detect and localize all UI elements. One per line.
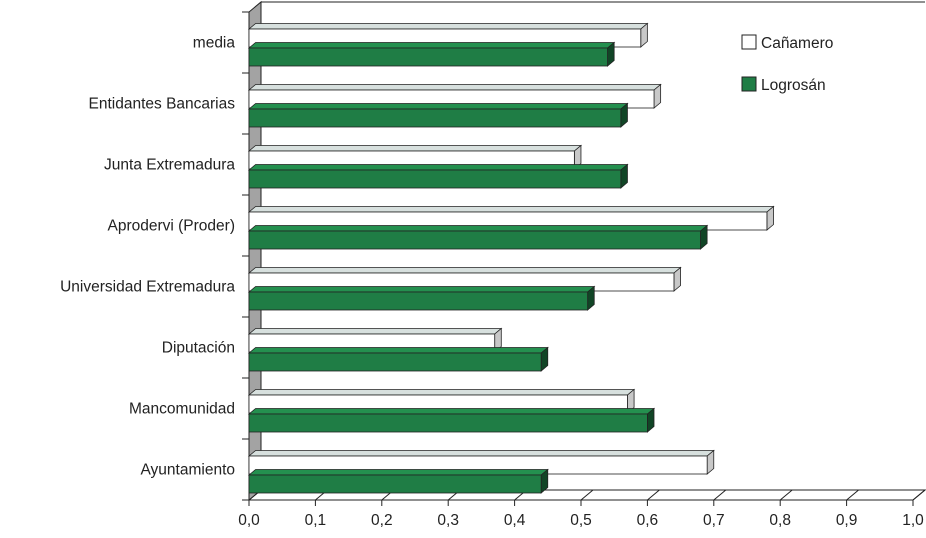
bar-logrosan: [249, 226, 707, 250]
x-tick-label: 0,9: [836, 512, 858, 529]
bar-canamero-top: [249, 85, 661, 91]
category-label: Aprodervi (Proder): [108, 218, 236, 235]
bar-logrosan-front: [249, 292, 588, 310]
bar-logrosan-top: [249, 409, 654, 415]
bar-canamero-top: [249, 451, 714, 457]
bar-canamero-top: [249, 390, 634, 396]
bar-logrosan-top: [249, 165, 627, 171]
bar-logrosan-top: [249, 226, 707, 232]
x-tick-label: 0,3: [437, 512, 459, 529]
bar-canamero-top: [249, 268, 681, 274]
x-tick-label: 0,8: [769, 512, 791, 529]
x-tick-label: 0,6: [637, 512, 659, 529]
category-axis: media Entidantes Bancarias Junta Extremadu…: [60, 12, 249, 500]
category-label: Junta Extremadura: [104, 157, 235, 174]
bar-logrosan-front: [249, 475, 541, 493]
x-tick-label: 0,2: [371, 512, 393, 529]
legend-swatch-logrosan: [742, 77, 756, 91]
bar-logrosan-front: [249, 48, 608, 66]
bar-logrosan: [249, 43, 614, 67]
legend-label-canamero: Cañamero: [761, 35, 833, 52]
bar-logrosan: [249, 104, 627, 128]
category-label: Ayuntamiento: [141, 462, 236, 479]
bar-logrosan: [249, 287, 594, 311]
category-label: media: [193, 35, 236, 52]
bar-logrosan-front: [249, 109, 621, 127]
x-tick-label: 0,1: [305, 512, 327, 529]
bar-canamero-top: [249, 207, 774, 213]
bar-logrosan-front: [249, 231, 701, 249]
category-label: Universidad Extremadura: [60, 279, 235, 296]
x-tick-label: 0,4: [504, 512, 526, 529]
bar-logrosan-front: [249, 170, 621, 188]
bar-logrosan: [249, 470, 548, 494]
bar-logrosan-top: [249, 348, 548, 354]
bar-logrosan: [249, 409, 654, 433]
category-label: Entidantes Bancarias: [89, 96, 236, 113]
x-tick-label: 1,0: [902, 512, 924, 529]
bars: [249, 24, 774, 494]
legend-label-logrosan: Logrosán: [761, 77, 826, 94]
x-tick-label: 0,0: [238, 512, 260, 529]
bar-logrosan-top: [249, 470, 548, 476]
bar-canamero-top: [249, 329, 501, 335]
bar-logrosan-front: [249, 353, 541, 371]
bar-logrosan: [249, 348, 548, 372]
bar-logrosan-top: [249, 43, 614, 49]
bar-logrosan: [249, 165, 627, 189]
x-tick-label: 0,5: [570, 512, 592, 529]
bar-canamero-top: [249, 146, 581, 152]
category-label: Mancomunidad: [129, 401, 235, 418]
bar-canamero-top: [249, 24, 647, 30]
bar-logrosan-top: [249, 287, 594, 293]
legend-swatch-canamero: [742, 35, 756, 49]
bar-logrosan-top: [249, 104, 627, 110]
x-tick-label: 0,7: [703, 512, 725, 529]
bar-logrosan-front: [249, 414, 647, 432]
legend: Cañamero Logrosán: [742, 35, 833, 94]
category-label: Diputación: [162, 340, 235, 357]
